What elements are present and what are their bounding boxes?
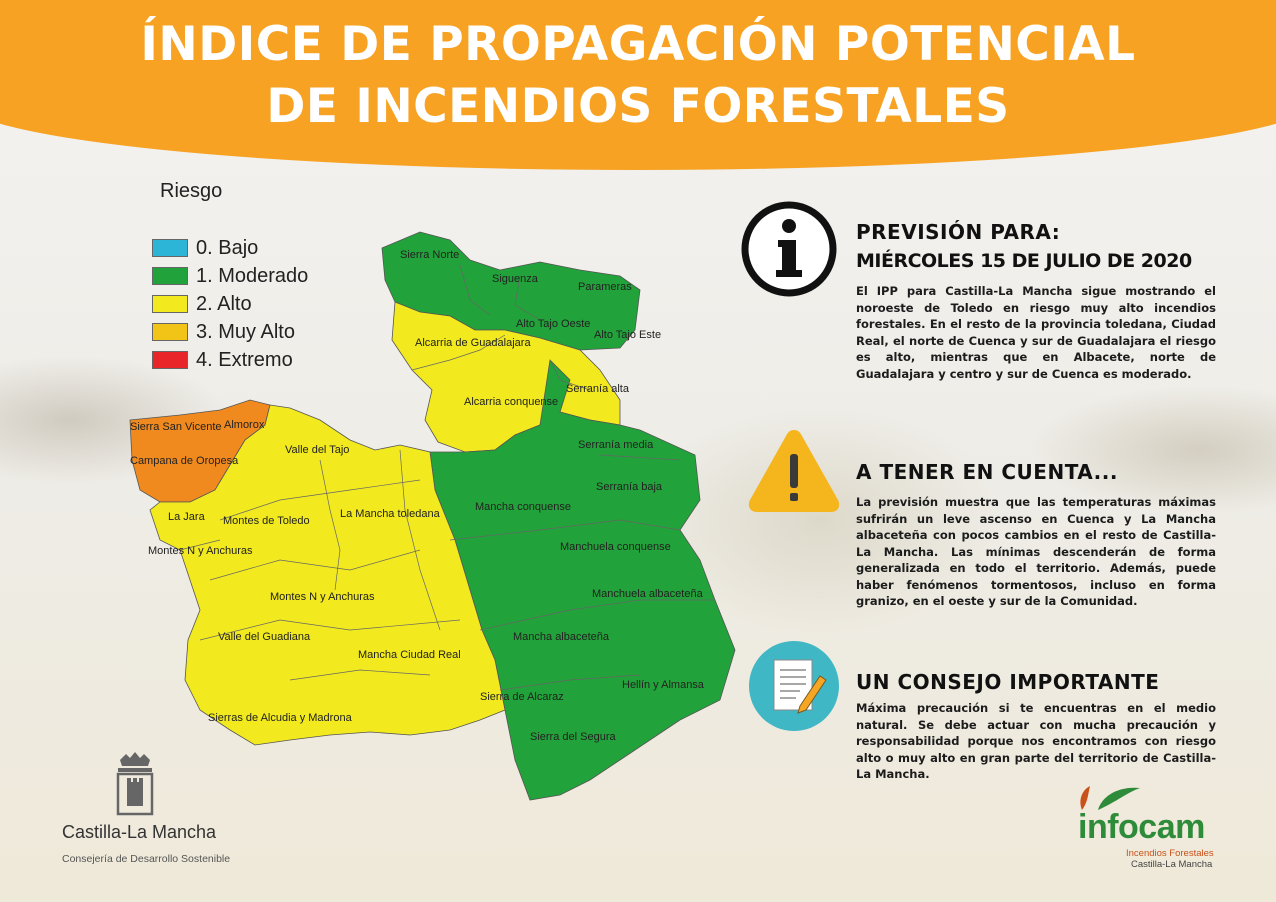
notice-text: La previsión muestra que las temperatura…: [856, 495, 1216, 608]
map-label: Serranía baja: [596, 481, 663, 493]
infocam-leaf-icon: [1080, 786, 1140, 810]
forecast-title-2: MIÉRCOLES 15 DE JULIO DE 2020: [856, 250, 1192, 272]
map-label: Serranía media: [578, 439, 654, 451]
map-label: Valle del Tajo: [285, 444, 349, 456]
map-label: La Jara: [168, 511, 206, 523]
map-label: Alcarria de Guadalajara: [415, 337, 531, 349]
infocam-logo-region: Castilla-La Mancha: [1131, 859, 1213, 870]
legend-item-alto: 2. Alto: [152, 290, 308, 318]
map-label: Sierras de Alcudia y Madrona: [208, 712, 353, 724]
legend: 0. Bajo 1. Moderado 2. Alto 3. Muy Alto …: [152, 234, 308, 374]
warning-icon: [748, 430, 840, 512]
map-label: Montes N y Anchuras: [270, 591, 375, 603]
map-label: Sierra del Segura: [530, 731, 616, 743]
legend-label: 2. Alto: [196, 292, 252, 315]
legend-item-muy-alto: 3. Muy Alto: [152, 318, 308, 346]
map-region-yellow-southwest: [149, 404, 506, 746]
clm-logo-department: Consejería de Desarrollo Sostenible: [62, 853, 231, 865]
page-title: ÍNDICE DE PROPAGACIÓN POTENCIAL DE INCEN…: [0, 14, 1276, 138]
map-label: Alcarria conquense: [464, 396, 558, 408]
map-label: La Mancha toledana: [340, 508, 441, 520]
forecast-text: El IPP para Castilla-La Mancha sigue mos…: [856, 284, 1216, 381]
map-label: Parameras: [578, 281, 632, 293]
legend-swatch: [152, 295, 188, 313]
map-label: Manchuela albaceteña: [592, 588, 704, 600]
map-label: Mancha Ciudad Real: [358, 649, 461, 661]
legend-swatch: [152, 239, 188, 257]
map-label: Valle del Guadiana: [218, 631, 311, 643]
legend-swatch: [152, 351, 188, 369]
legend-label: 0. Bajo: [196, 236, 259, 259]
map-label: Alto Tajo Este: [594, 329, 661, 341]
map-label: Mancha conquense: [475, 501, 571, 513]
legend-item-moderado: 1. Moderado: [152, 262, 308, 290]
map-label: Montes N y Anchuras: [148, 545, 253, 557]
clm-coat-of-arms-icon: [116, 752, 154, 816]
map-label: Montes de Toledo: [223, 515, 310, 527]
map-label: Mancha albaceteña: [513, 631, 610, 643]
document-pencil-icon: [749, 641, 839, 731]
map-label: Sierra San Vicente: [130, 421, 222, 433]
map-label: Campana de Oropesa: [130, 455, 239, 467]
notice-title: A TENER EN CUENTA...: [856, 460, 1118, 484]
map-label: Hellín y Almansa: [622, 679, 705, 691]
legend-label: 1. Moderado: [196, 264, 309, 287]
map-label: Siguenza: [492, 273, 539, 285]
infocam-logo-name: infocam: [1078, 808, 1205, 846]
legend-swatch: [152, 323, 188, 341]
infocam-logo-subtitle: Incendios Forestales: [1126, 848, 1214, 859]
map-label: Serranía alta: [566, 383, 630, 395]
title-line-2: DE INCENDIOS FORESTALES: [266, 79, 1010, 134]
advice-title: UN CONSEJO IMPORTANTE: [856, 670, 1160, 694]
advice-text: Máxima precaución si te encuentras en el…: [856, 701, 1216, 781]
legend-swatch: [152, 267, 188, 285]
legend-item-extremo: 4. Extremo: [152, 346, 308, 374]
legend-title: Riesgo: [160, 180, 223, 202]
info-icon: [741, 201, 837, 297]
map-boundaries: [179, 264, 715, 691]
map-label: Sierra de Alcaraz: [480, 691, 564, 703]
legend-label: 4. Extremo: [196, 348, 293, 371]
title-banner: [0, 0, 1276, 170]
legend-item-bajo: 0. Bajo: [152, 234, 308, 262]
map-label: Almorox: [224, 419, 265, 431]
risk-map: Sierra Norte Siguenza Parameras Alto Taj…: [129, 231, 736, 801]
map-label: Sierra Norte: [400, 249, 459, 261]
title-line-1: ÍNDICE DE PROPAGACIÓN POTENCIAL: [140, 17, 1136, 72]
map-label: Manchuela conquense: [560, 541, 671, 553]
clm-logo-name: Castilla-La Mancha: [62, 822, 217, 842]
forecast-title-1: PREVISIÓN PARA:: [856, 220, 1061, 244]
legend-label: 3. Muy Alto: [196, 320, 295, 343]
map-label: Alto Tajo Oeste: [516, 318, 590, 330]
